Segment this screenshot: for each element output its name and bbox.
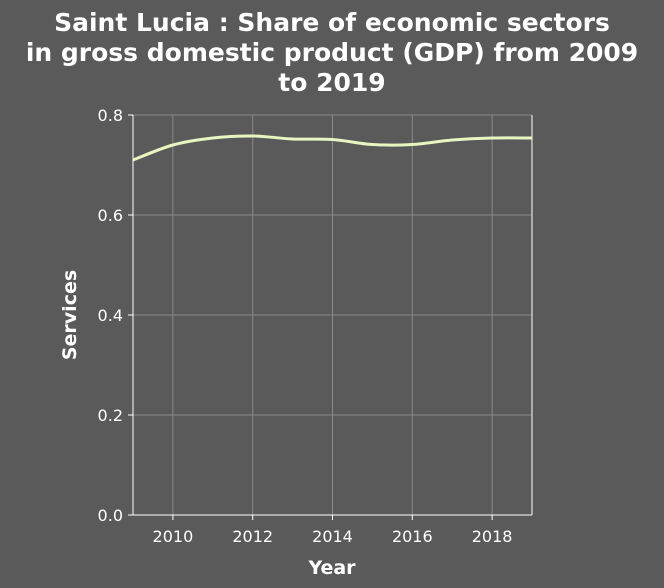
y-tick-label: 0.4 [98,306,123,325]
y-axis-label: Services [59,270,81,360]
chart-title-line-2: in gross domestic product (GDP) from 200… [26,38,638,67]
axes [128,114,533,520]
data-point [332,139,333,140]
series-layer [132,134,533,162]
chart-title: Saint Lucia : Share of economic sectors … [26,8,638,97]
y-tick-label: 0.6 [98,206,123,225]
data-point [133,160,134,161]
series-line-services [132,134,533,162]
chart-title-line-1: Saint Lucia : Share of economic sectors [54,8,610,37]
tick-labels: 2010 2012 2014 2016 2018 0.0 0.2 0.4 0.6 0.8 [98,106,513,546]
x-tick-label: 2016 [392,527,433,546]
chart-title-line-3: to 2019 [278,68,385,97]
y-tick-label: 0.2 [98,406,123,425]
data-point [252,136,253,137]
data-point [172,145,173,146]
data-point [452,140,453,141]
data-point [292,139,293,140]
x-tick-label: 2014 [312,527,353,546]
grid [133,114,532,516]
data-point [372,144,373,145]
data-point [492,138,493,139]
x-axis-label: Year [307,557,356,579]
x-tick-label: 2012 [232,527,273,546]
x-tick-label: 2010 [153,527,194,546]
data-point [212,138,213,139]
data-point [532,138,533,139]
y-tick-label: 0.8 [98,106,123,125]
y-tick-label: 0.0 [98,506,123,525]
data-point [412,144,413,145]
x-tick-label: 2018 [472,527,513,546]
